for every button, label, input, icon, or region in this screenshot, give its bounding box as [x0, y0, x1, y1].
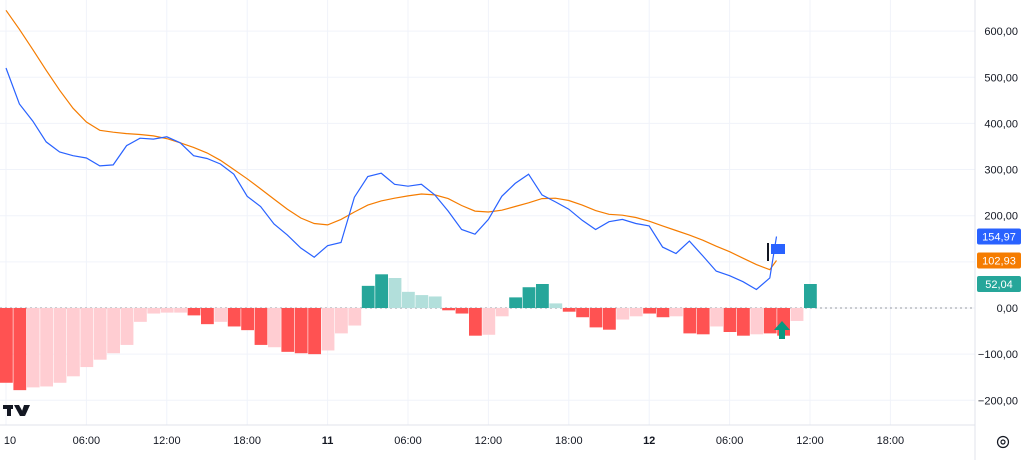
- histogram-bars: [0, 274, 817, 391]
- histogram-bar: [26, 308, 40, 388]
- histogram-bar: [348, 308, 362, 326]
- histogram-bar: [670, 308, 683, 317]
- histogram-bar: [549, 303, 563, 308]
- histogram-bar: [763, 308, 777, 334]
- y-axis[interactable]: 600,00500,00400,00300,00200,00100,000,00…: [978, 26, 1018, 407]
- histogram-bar: [469, 308, 482, 336]
- y-tick-label: 0,00: [997, 303, 1018, 315]
- histogram-bar: [201, 308, 214, 325]
- histogram-bar: [227, 308, 241, 327]
- x-tick-label: 12:00: [796, 435, 824, 447]
- histogram-bar: [589, 308, 603, 328]
- histogram-bar: [13, 308, 27, 391]
- histogram-bar: [402, 291, 415, 308]
- arrow-up-icon: [774, 321, 790, 339]
- price-badges: 154,97 102,93 52,04: [977, 228, 1021, 292]
- histogram-bar: [442, 308, 455, 311]
- y-tick-label: 500,00: [984, 72, 1018, 84]
- histogram-bar: [696, 308, 710, 335]
- x-tick-label: 06:00: [73, 435, 101, 447]
- x-tick-label: 11: [322, 435, 334, 447]
- y-tick-label: 300,00: [984, 165, 1018, 177]
- histogram-bar: [710, 308, 723, 327]
- histogram-bar: [388, 278, 402, 308]
- histogram-bar: [723, 308, 737, 332]
- histogram-bar: [134, 308, 147, 322]
- x-tick-label: 12:00: [475, 435, 503, 447]
- price-badge-label: 102,93: [982, 255, 1016, 267]
- histogram-bar: [294, 308, 308, 354]
- histogram-bar: [174, 308, 187, 313]
- histogram-bar: [482, 308, 496, 335]
- histogram-bar: [321, 308, 335, 351]
- price-badge: [977, 275, 1021, 292]
- price-badge-label: 154,97: [982, 231, 1016, 243]
- tradingview-logo[interactable]: [3, 405, 30, 416]
- histogram-bar: [254, 308, 268, 345]
- price-badge-label: 52,04: [985, 279, 1013, 291]
- histogram-bar: [375, 274, 388, 308]
- histogram-bar: [428, 296, 442, 308]
- histogram-bar: [40, 308, 53, 387]
- histogram-bar: [790, 308, 804, 321]
- histogram-bar: [629, 308, 643, 317]
- histogram-bar: [576, 308, 589, 318]
- histogram-bar: [737, 308, 750, 336]
- y-tick-label: −200,00: [978, 395, 1018, 407]
- x-tick-label: 18:00: [233, 435, 261, 447]
- histogram-bar: [536, 284, 549, 308]
- x-tick-label: 12:00: [153, 435, 181, 447]
- histogram-bar: [509, 297, 522, 308]
- histogram-bar: [656, 308, 670, 318]
- histogram-bar: [308, 308, 321, 355]
- x-tick-label: 06:00: [716, 435, 744, 447]
- histogram-bar: [67, 308, 80, 377]
- x-tick-label: 12: [643, 435, 655, 447]
- histogram-bar: [120, 308, 134, 345]
- x-tick-label: 18:00: [555, 435, 583, 447]
- histogram-bar: [93, 308, 107, 360]
- x-tick-label: 18:00: [877, 435, 905, 447]
- flag-icon[interactable]: [767, 243, 785, 261]
- histogram-bar: [455, 308, 469, 314]
- histogram-bar: [415, 295, 429, 308]
- histogram-bar: [160, 308, 174, 313]
- histogram-bar: [522, 287, 536, 308]
- y-tick-label: 400,00: [984, 118, 1018, 130]
- histogram-bar: [187, 308, 201, 316]
- orange-series-line: [5, 9, 777, 271]
- gear-icon[interactable]: [996, 435, 1010, 449]
- histogram-bar: [268, 308, 281, 348]
- x-tick-label: 10: [4, 435, 16, 447]
- y-tick-label: 600,00: [984, 26, 1018, 38]
- blue-series-line: [5, 67, 778, 291]
- histogram-bar: [241, 308, 254, 331]
- price-badge: [977, 252, 1021, 269]
- histogram-bar: [335, 308, 348, 334]
- histogram-bar: [495, 308, 509, 317]
- y-tick-label: 200,00: [984, 211, 1018, 223]
- histogram-bar: [361, 285, 375, 308]
- x-tick-label: 06:00: [394, 435, 422, 447]
- y-tick-label: −100,00: [978, 349, 1018, 361]
- histogram-bar: [281, 308, 295, 352]
- grid: [0, 0, 976, 460]
- histogram-bar: [80, 308, 94, 368]
- histogram-bar: [107, 308, 120, 354]
- histogram-bar: [53, 308, 67, 383]
- histogram-bar: [562, 308, 576, 312]
- x-axis[interactable]: 10 06:00 12:00 18:00 11 06:00 12:00 18:00 12 06:0…: [4, 435, 904, 447]
- histogram-bar: [214, 308, 228, 322]
- histogram-bar: [804, 284, 817, 308]
- histogram-bar: [0, 308, 13, 383]
- histogram-bar: [643, 308, 656, 314]
- histogram-bar: [603, 308, 616, 330]
- histogram-bar: [147, 308, 161, 314]
- price-badge: [977, 228, 1021, 245]
- histogram-bar: [683, 308, 697, 334]
- histogram-bar: [750, 308, 764, 335]
- histogram-bar: [616, 308, 630, 320]
